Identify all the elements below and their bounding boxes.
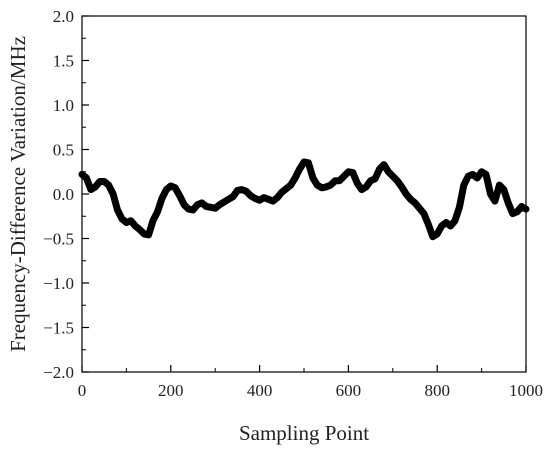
x-axis-ticks: 0 200 400 600 800 1000: [78, 365, 543, 400]
x-tick-label: 400: [247, 381, 273, 400]
y-tick-label: 1.0: [53, 96, 74, 115]
x-tick-label: 1000: [509, 381, 543, 400]
x-tick-label: 200: [158, 381, 184, 400]
x-tick-label: 600: [336, 381, 362, 400]
y-tick-label: 1.5: [53, 52, 74, 71]
series-line: [78, 158, 530, 241]
y-tick-label: −2.0: [43, 363, 74, 382]
y-tick-label: 0.5: [53, 141, 74, 160]
y-tick-label: −1.5: [43, 319, 74, 338]
y-axis-title: Frequency-Difference Variation/MHz: [6, 36, 30, 352]
y-tick-label: −0.5: [43, 230, 74, 249]
y-tick-label: 2.0: [53, 7, 74, 26]
x-tick-label: 800: [424, 381, 450, 400]
y-tick-label: −1.0: [43, 274, 74, 293]
x-tick-label: 0: [78, 381, 87, 400]
x-axis-title: Sampling Point: [239, 421, 369, 445]
y-tick-label: 0.0: [53, 185, 74, 204]
y-axis-ticks: −2.0 −1.5 −1.0 −0.5 0.0 0.5 1.0 1.5 2.0: [43, 7, 89, 382]
